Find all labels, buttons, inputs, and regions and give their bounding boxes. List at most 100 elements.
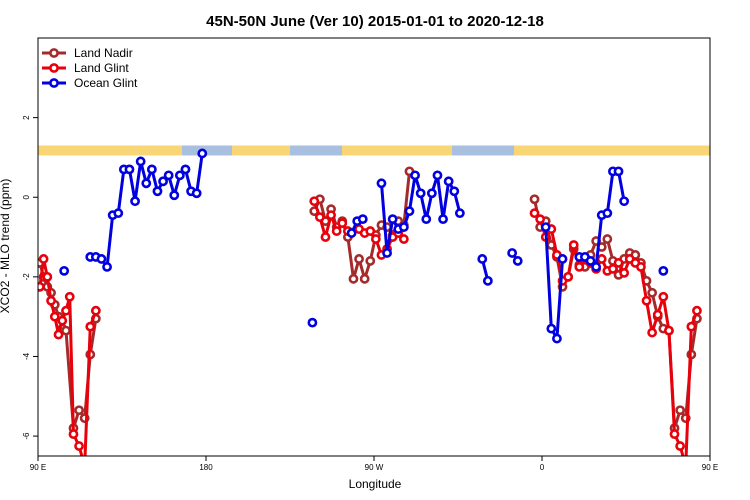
data-point-ocean-glint xyxy=(191,188,202,199)
data-point-land-glint xyxy=(64,291,75,302)
data-point-ocean-glint xyxy=(540,222,551,232)
data-point-ocean-glint xyxy=(602,208,613,219)
series-ocean-glint xyxy=(85,148,630,344)
legend-marker-land-glint xyxy=(49,63,59,73)
data-point-ocean-glint xyxy=(507,248,518,258)
y-tick-label: 0 xyxy=(22,194,31,199)
data-point-ocean-glint xyxy=(152,186,163,197)
data-point-land-glint xyxy=(46,295,56,306)
data-point-ocean-glint xyxy=(146,164,157,175)
x-tick-label: 90 E xyxy=(702,463,718,472)
data-point-land-glint xyxy=(568,240,579,250)
series-land-glint xyxy=(38,196,702,469)
data-point-land-glint xyxy=(535,214,546,225)
data-point-land-glint xyxy=(309,196,320,207)
data-point-ocean-glint xyxy=(174,170,185,181)
data-point-land-glint xyxy=(61,305,71,316)
x-tick-label: 90 E xyxy=(30,463,46,472)
data-point-land-glint xyxy=(90,305,101,316)
x-tick-label: 180 xyxy=(199,463,213,472)
data-point-land-glint xyxy=(81,462,88,469)
data-point-land-glint xyxy=(314,212,325,223)
data-point-ocean-glint xyxy=(387,214,398,225)
legend-label-ocean-glint: Ocean Glint xyxy=(74,76,138,90)
data-point-ocean-glint xyxy=(449,186,460,197)
data-point-land-glint xyxy=(608,263,618,274)
data-point-land-nadir xyxy=(675,405,686,416)
data-point-ocean-glint xyxy=(158,176,168,187)
data-point-land-glint xyxy=(647,327,658,338)
data-point-ocean-glint xyxy=(357,214,368,225)
chart-title: 45N-50N June (Ver 10) 2015-01-01 to 2020… xyxy=(206,13,544,30)
data-point-land-glint xyxy=(85,321,96,332)
data-point-ocean-glint xyxy=(443,176,454,187)
data-point-land-glint xyxy=(682,462,689,469)
y-tick-label: -4 xyxy=(22,352,31,360)
isolated-point-ocean-glint xyxy=(658,265,669,276)
y-tick-label: -2 xyxy=(22,273,31,281)
band-ocean xyxy=(452,145,514,156)
data-point-land-glint xyxy=(613,258,624,268)
data-point-land-glint xyxy=(74,441,84,451)
x-tick-label: 90 W xyxy=(365,463,384,472)
data-point-ocean-glint xyxy=(454,208,465,219)
band-land xyxy=(38,145,710,156)
isolated-point-ocean-glint xyxy=(59,265,70,276)
data-point-land-glint xyxy=(652,309,663,320)
x-tick-label: 0 xyxy=(540,463,545,472)
data-point-land-glint xyxy=(669,429,680,440)
data-point-ocean-glint xyxy=(477,254,488,264)
data-point-ocean-glint xyxy=(135,156,146,167)
data-point-ocean-glint xyxy=(130,196,140,207)
legend-marker-ocean-glint xyxy=(49,78,59,88)
data-point-ocean-glint xyxy=(482,275,493,286)
data-point-ocean-glint xyxy=(113,208,124,219)
data-point-ocean-glint xyxy=(398,222,409,232)
data-point-land-glint xyxy=(563,271,574,282)
data-point-ocean-glint xyxy=(557,254,568,264)
data-point-land-glint xyxy=(675,441,686,451)
data-point-ocean-glint xyxy=(552,333,562,344)
data-point-land-nadir xyxy=(529,194,540,205)
data-point-ocean-glint xyxy=(197,148,208,159)
data-point-land-nadir xyxy=(354,254,364,264)
data-point-ocean-glint xyxy=(169,190,180,201)
data-point-ocean-glint xyxy=(163,170,174,181)
data-point-land-glint xyxy=(57,315,68,326)
data-point-ocean-glint xyxy=(619,196,630,207)
data-point-land-glint xyxy=(53,329,64,340)
data-point-land-glint xyxy=(49,311,60,322)
data-point-land-nadir xyxy=(348,273,359,284)
data-point-land-nadir xyxy=(74,405,84,416)
data-point-land-nadir xyxy=(647,287,658,298)
data-point-land-glint xyxy=(664,325,674,336)
data-point-land-glint xyxy=(42,271,53,282)
data-point-land-glint xyxy=(370,234,381,244)
data-point-ocean-glint xyxy=(180,164,191,175)
band-ocean xyxy=(182,145,232,156)
data-point-land-glint xyxy=(337,218,348,229)
data-point-land-glint xyxy=(574,262,585,272)
data-point-land-glint xyxy=(596,254,607,264)
data-point-land-glint xyxy=(326,210,336,221)
data-point-ocean-glint xyxy=(124,164,135,175)
data-point-land-glint xyxy=(398,234,409,244)
legend-label-land-glint: Land Glint xyxy=(74,61,129,75)
data-point-ocean-glint xyxy=(426,188,437,199)
series-line-ocean-glint xyxy=(544,227,565,341)
data-point-ocean-glint xyxy=(410,170,420,181)
x-axis-ticks: 90 E 180 90 W 0 90 E xyxy=(30,456,718,472)
data-point-ocean-glint xyxy=(404,206,415,217)
data-point-land-nadir xyxy=(602,234,613,244)
data-point-ocean-glint xyxy=(512,256,523,266)
data-point-ocean-glint xyxy=(415,188,426,199)
legend-marker-land-nadir xyxy=(49,48,59,58)
data-point-land-glint xyxy=(38,254,49,264)
data-point-ocean-glint xyxy=(376,178,387,189)
y-tick-label: 2 xyxy=(22,115,31,120)
data-point-land-glint xyxy=(68,429,79,440)
data-point-land-glint xyxy=(619,267,630,278)
data-point-ocean-glint xyxy=(546,323,557,334)
data-point-land-glint xyxy=(529,208,540,219)
data-point-land-glint xyxy=(686,321,697,332)
